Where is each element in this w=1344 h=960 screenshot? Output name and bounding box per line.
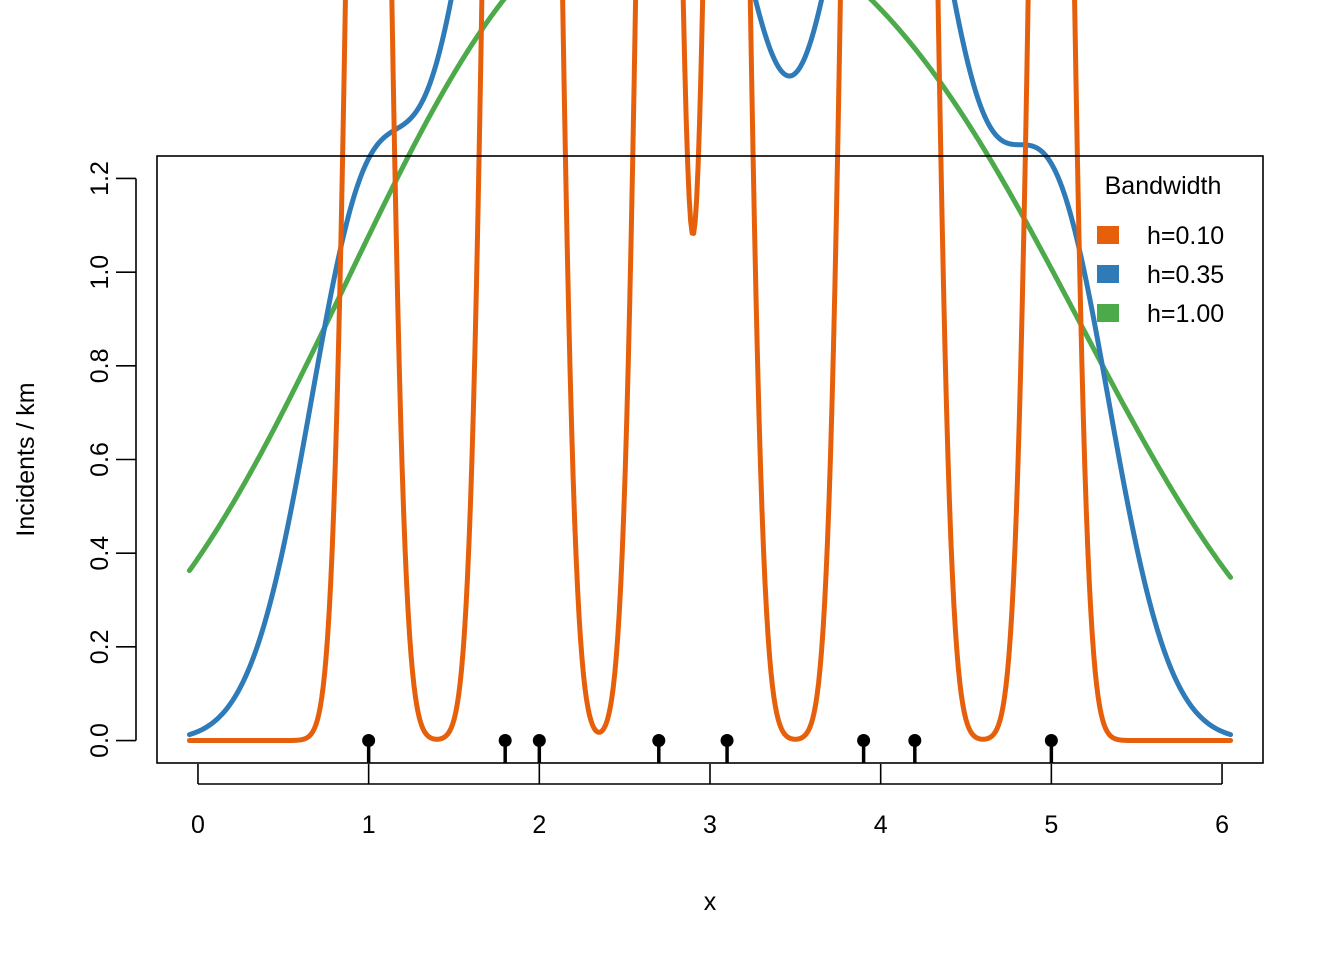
event-point: [362, 734, 376, 748]
series-line-h-1-00: [186, 0, 1234, 580]
legend-label: h=1.00: [1147, 300, 1224, 328]
x-axis-title: x: [704, 888, 717, 916]
legend-swatch: [1097, 226, 1119, 244]
event-markers: [362, 734, 1058, 763]
y-tick-label: 1.0: [86, 255, 114, 290]
x-tick-label: 5: [1044, 811, 1058, 839]
event-point: [720, 734, 734, 748]
legend-title: Bandwidth: [1105, 172, 1222, 200]
legend-swatch: [1097, 265, 1119, 283]
event-point: [652, 734, 666, 748]
y-tick-label: 0.8: [86, 348, 114, 383]
x-tick-label: 0: [191, 811, 205, 839]
x-tick-label: 1: [362, 811, 376, 839]
x-tick-label: 4: [874, 811, 888, 839]
y-axis: 0.0 0.2 0.4 0.6 0.8 1.0 1.2: [86, 161, 137, 758]
legend-label: h=0.10: [1147, 222, 1224, 250]
y-axis-title: Incidents / km: [12, 382, 40, 536]
legend-swatch: [1097, 304, 1119, 322]
y-tick-label: 0.0: [86, 723, 114, 758]
y-tick-label: 0.6: [86, 442, 114, 477]
y-tick-label: 1.2: [86, 161, 114, 196]
x-axis: 0 1 2 3 4 5 6: [191, 764, 1229, 839]
event-point: [857, 734, 871, 748]
series-line-h-0-35: [186, 0, 1234, 738]
event-point: [1044, 734, 1058, 748]
event-point: [498, 734, 512, 748]
x-tick-label: 3: [703, 811, 717, 839]
event-point: [532, 734, 546, 748]
y-tick-label: 0.4: [86, 536, 114, 571]
x-tick-label: 6: [1215, 811, 1229, 839]
x-tick-label: 2: [532, 811, 546, 839]
y-tick-label: 0.2: [86, 629, 114, 664]
series-layer: [186, 0, 1234, 744]
event-point: [908, 734, 922, 748]
plot-frame: [156, 155, 1264, 764]
legend: Bandwidth h=0.10 h=0.35 h=1.00: [1097, 172, 1224, 328]
legend-label: h=0.35: [1147, 261, 1224, 289]
